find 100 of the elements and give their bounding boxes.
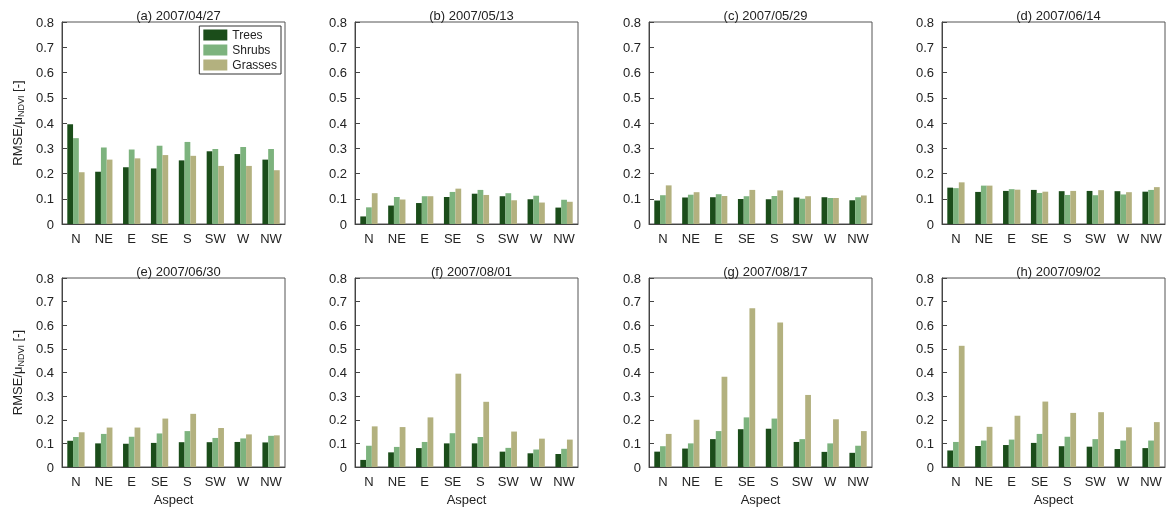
bar	[765, 199, 772, 224]
bar	[1092, 195, 1098, 224]
y-tick-label: 0.1	[329, 435, 348, 451]
bar	[1058, 191, 1065, 224]
bar	[67, 124, 74, 224]
y-tick-label: 0.4	[622, 365, 641, 380]
bar	[246, 434, 252, 467]
y-tick-label: 0.7	[915, 294, 934, 310]
bar	[776, 190, 783, 224]
bar	[659, 195, 666, 224]
bar	[1008, 189, 1015, 224]
chart-title: (h) 2007/09/02	[1015, 264, 1101, 279]
bar	[974, 191, 981, 224]
bar	[687, 443, 694, 467]
bar	[67, 440, 74, 467]
y-tick-label: 0.3	[329, 140, 348, 156]
bar	[1092, 439, 1098, 467]
bar	[511, 200, 518, 224]
y-tick-label: 0.3	[329, 388, 348, 404]
bar	[1070, 412, 1076, 467]
bar	[123, 443, 129, 467]
y-tick-label: 0.8	[622, 270, 641, 286]
x-tick-label: NE	[388, 474, 407, 489]
x-tick-label: S	[769, 474, 779, 489]
bar	[980, 440, 987, 467]
y-axis-title: RMSE/μNDVI [-]	[10, 80, 26, 166]
y-tick-label: 0.2	[35, 412, 54, 428]
bar	[190, 155, 197, 224]
bar	[709, 197, 716, 224]
bar	[240, 438, 247, 467]
bar	[178, 160, 185, 224]
y-tick-label: 0	[46, 216, 54, 232]
bar	[372, 426, 378, 467]
y-tick-label: 0.2	[329, 166, 348, 181]
bar	[1030, 442, 1037, 467]
chart-title: (c) 2007/05/29	[723, 8, 807, 23]
x-tick-label: SW	[791, 474, 814, 489]
bar	[240, 146, 247, 224]
x-tick-label: E	[127, 474, 137, 489]
bar	[273, 435, 280, 467]
bar	[826, 443, 833, 467]
y-tick-label: 0.8	[35, 14, 54, 30]
y-tick-label: 0.1	[35, 191, 54, 207]
y-tick-label: 0.5	[35, 90, 54, 106]
y-tick-label: 0.8	[622, 14, 641, 30]
y-tick-label: 0.7	[622, 39, 641, 55]
bar	[394, 196, 400, 224]
bar	[665, 433, 672, 467]
bar	[1030, 189, 1037, 224]
y-tick-label: 0	[46, 459, 54, 475]
y-tick-label: 0.7	[622, 294, 641, 310]
bar	[128, 436, 135, 467]
bar	[561, 448, 568, 467]
x-tick-label: N	[364, 474, 374, 489]
bar	[78, 172, 85, 224]
bar	[737, 429, 744, 467]
x-tick-label: E	[713, 474, 723, 489]
y-tick-label: 0.6	[622, 65, 641, 80]
y-tick-label: 0.2	[915, 166, 934, 181]
bar	[854, 197, 861, 224]
y-tick-label: 0.1	[622, 191, 641, 207]
bar	[483, 194, 490, 224]
bar	[268, 435, 274, 467]
x-tick-label: E	[420, 231, 430, 246]
legend-label: Trees	[232, 28, 263, 42]
x-tick-label: SW	[498, 231, 520, 246]
bar	[765, 428, 772, 467]
x-tick-label: SE	[737, 231, 756, 246]
x-tick-label: NW	[260, 474, 283, 489]
x-tick-label: SE	[444, 474, 462, 489]
x-tick-label: NW	[846, 231, 870, 246]
y-tick-label: 0.3	[915, 388, 934, 404]
bar	[162, 418, 169, 467]
bar	[832, 197, 839, 224]
bar	[505, 447, 512, 467]
y-tick-label: 0.6	[915, 65, 934, 80]
y-tick-label: 0.7	[35, 294, 54, 310]
x-tick-label: N	[657, 474, 668, 489]
bar	[1125, 192, 1132, 224]
bar	[1120, 440, 1126, 467]
x-tick-label: S	[1062, 231, 1072, 246]
x-tick-label: S	[476, 474, 486, 489]
y-tick-label: 0.6	[329, 317, 348, 333]
y-tick-label: 0	[633, 216, 641, 232]
bar	[748, 308, 755, 467]
bar	[366, 445, 373, 467]
y-tick-label: 0.8	[329, 270, 348, 286]
bar	[952, 188, 959, 224]
x-tick-label: SE	[1030, 474, 1049, 489]
bar	[798, 198, 805, 224]
bar	[1002, 190, 1009, 224]
bar	[472, 443, 478, 467]
y-tick-label: 0.8	[329, 14, 348, 30]
bar	[394, 446, 400, 467]
bar	[709, 439, 716, 467]
y-tick-label: 0	[340, 216, 348, 232]
bar	[539, 202, 546, 224]
y-tick-label: 0.7	[35, 39, 54, 55]
y-tick-label: 0.5	[915, 341, 934, 357]
x-tick-label: W	[530, 231, 544, 246]
